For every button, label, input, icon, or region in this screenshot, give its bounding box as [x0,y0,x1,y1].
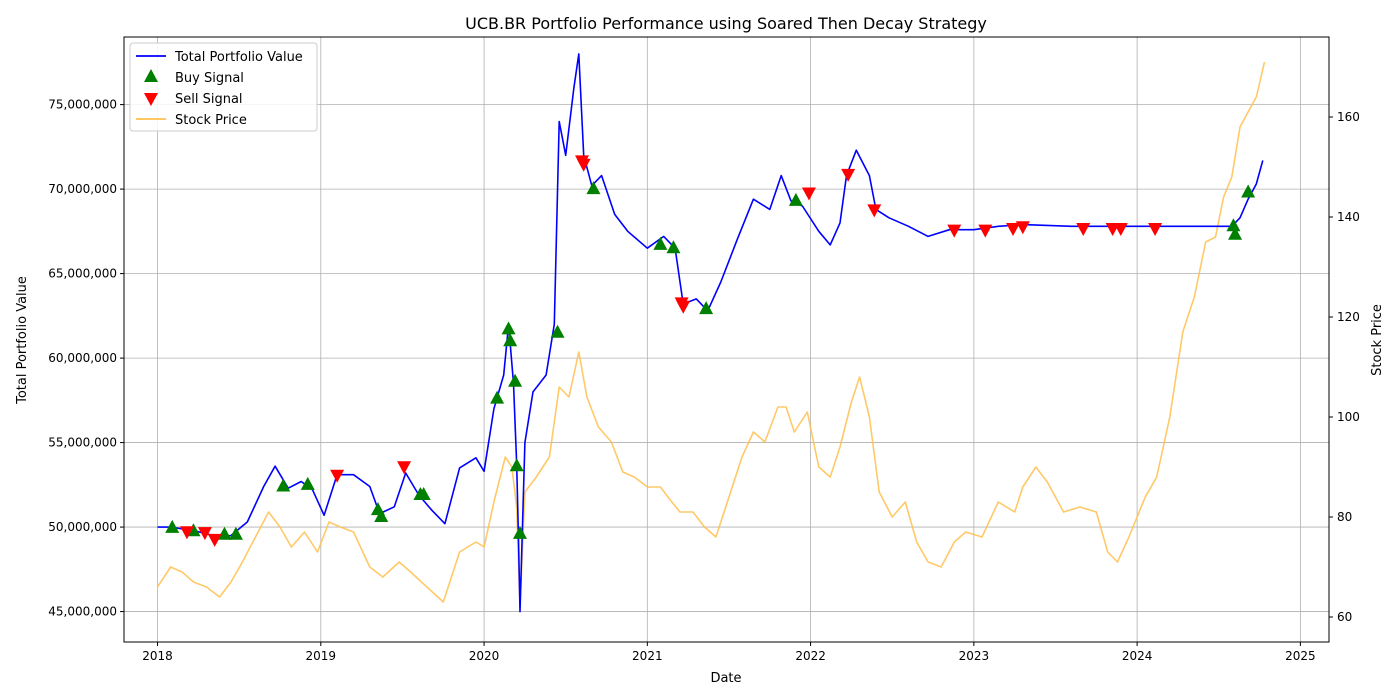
buy-signal-marker [1228,226,1243,240]
sell-signal-marker [207,533,222,547]
buy-signal-marker [490,390,505,404]
right-tick-label: 140 [1337,210,1360,224]
chart-title: UCB.BR Portfolio Performance using Soare… [465,14,987,33]
x-tick-label: 2018 [142,649,173,663]
buy-signal-marker [586,181,601,195]
buy-signal-marker [501,321,516,335]
x-axis-ticks: 2018 2019 2020 2021 2022 2023 2024 2025 [142,642,1316,663]
left-tick-label: 70,000,000 [48,182,117,196]
legend-marker-swatch [144,93,158,106]
left-tick-label: 50,000,000 [48,520,117,534]
buy-signal-marker [416,486,431,500]
left-tick-label: 55,000,000 [48,436,117,450]
sell-signal-marker [1148,222,1163,236]
buy-signal-marker [509,458,524,472]
x-tick-label: 2025 [1285,649,1316,663]
buy-signal-marker [228,526,243,540]
right-tick-label: 80 [1337,510,1352,524]
x-tick-label: 2020 [469,649,500,663]
legend-label: Buy Signal [175,71,244,86]
sell-signal-marker [179,526,194,540]
sell-signal-marker [1076,222,1091,236]
signal-markers [165,155,1256,547]
left-axis-ticks: 45,000,000 50,000,000 55,000,000 60,000,000… [48,98,124,619]
plot-area [124,37,1329,642]
right-axis-label: Stock Price [1370,304,1385,376]
sell-signal-marker [1006,222,1021,236]
sell-signal-marker [867,204,882,218]
right-tick-label: 100 [1337,410,1360,424]
stock-price-series [156,61,1266,608]
sell-signal-marker [397,461,412,475]
sell-signal-marker [841,168,856,182]
right-tick-label: 120 [1337,310,1360,324]
buy-signal-marker [788,192,803,206]
buy-signal-marker [276,478,291,492]
x-tick-label: 2021 [632,649,663,663]
sell-signal-marker [197,527,212,541]
left-tick-label: 60,000,000 [48,351,117,365]
buy-signal-marker [165,519,180,533]
sell-signal-marker [801,187,816,201]
right-tick-label: 60 [1337,610,1352,624]
buy-signal-marker [512,525,527,539]
grid-lines [124,37,1329,642]
buy-signal-marker [666,240,681,254]
legend-marker-swatch [144,69,158,82]
x-tick-label: 2019 [306,649,337,663]
buy-signal-marker [503,333,518,347]
legend-label: Stock Price [175,113,247,128]
x-tick-label: 2023 [959,649,990,663]
buy-signal-marker [1226,218,1241,232]
x-tick-label: 2022 [795,649,826,663]
portfolio-value-line [157,53,1264,613]
sell-signal-marker [676,300,691,314]
sell-signal-marker [1113,222,1128,236]
stock-price-line [156,61,1266,608]
sell-signal-marker [576,158,591,172]
left-tick-label: 45,000,000 [48,605,117,619]
buy-signal-marker [217,526,232,540]
plot-frame [123,36,1330,643]
buy-signal-marker [699,301,714,315]
left-tick-label: 65,000,000 [48,267,117,281]
legend: Total Portfolio Value Buy Signal Sell Sign… [129,42,318,132]
sell-signal-marker [947,224,962,238]
buy-signal-marker [508,373,523,387]
x-tick-label: 2024 [1122,649,1153,663]
buy-signal-marker [653,236,668,250]
legend-box [129,42,318,132]
legend-label: Sell Signal [175,92,243,107]
buy-signal-marker [1241,184,1256,198]
left-tick-label: 75,000,000 [48,98,117,112]
left-axis-label: Total Portfolio Value [15,276,30,405]
buy-signal-marker [374,508,389,522]
buy-signal-marker [550,324,565,338]
sell-signal-marker [330,469,345,483]
portfolio-value-series [157,53,1264,613]
sell-signal-marker [1015,221,1030,235]
x-axis-label: Date [710,671,741,686]
legend-label: Total Portfolio Value [174,50,303,65]
right-tick-label: 160 [1337,110,1360,124]
sell-signal-marker [978,224,993,238]
buy-signal-marker [300,476,315,490]
right-axis-ticks: 60 80 100 120 140 160 [1329,110,1360,624]
